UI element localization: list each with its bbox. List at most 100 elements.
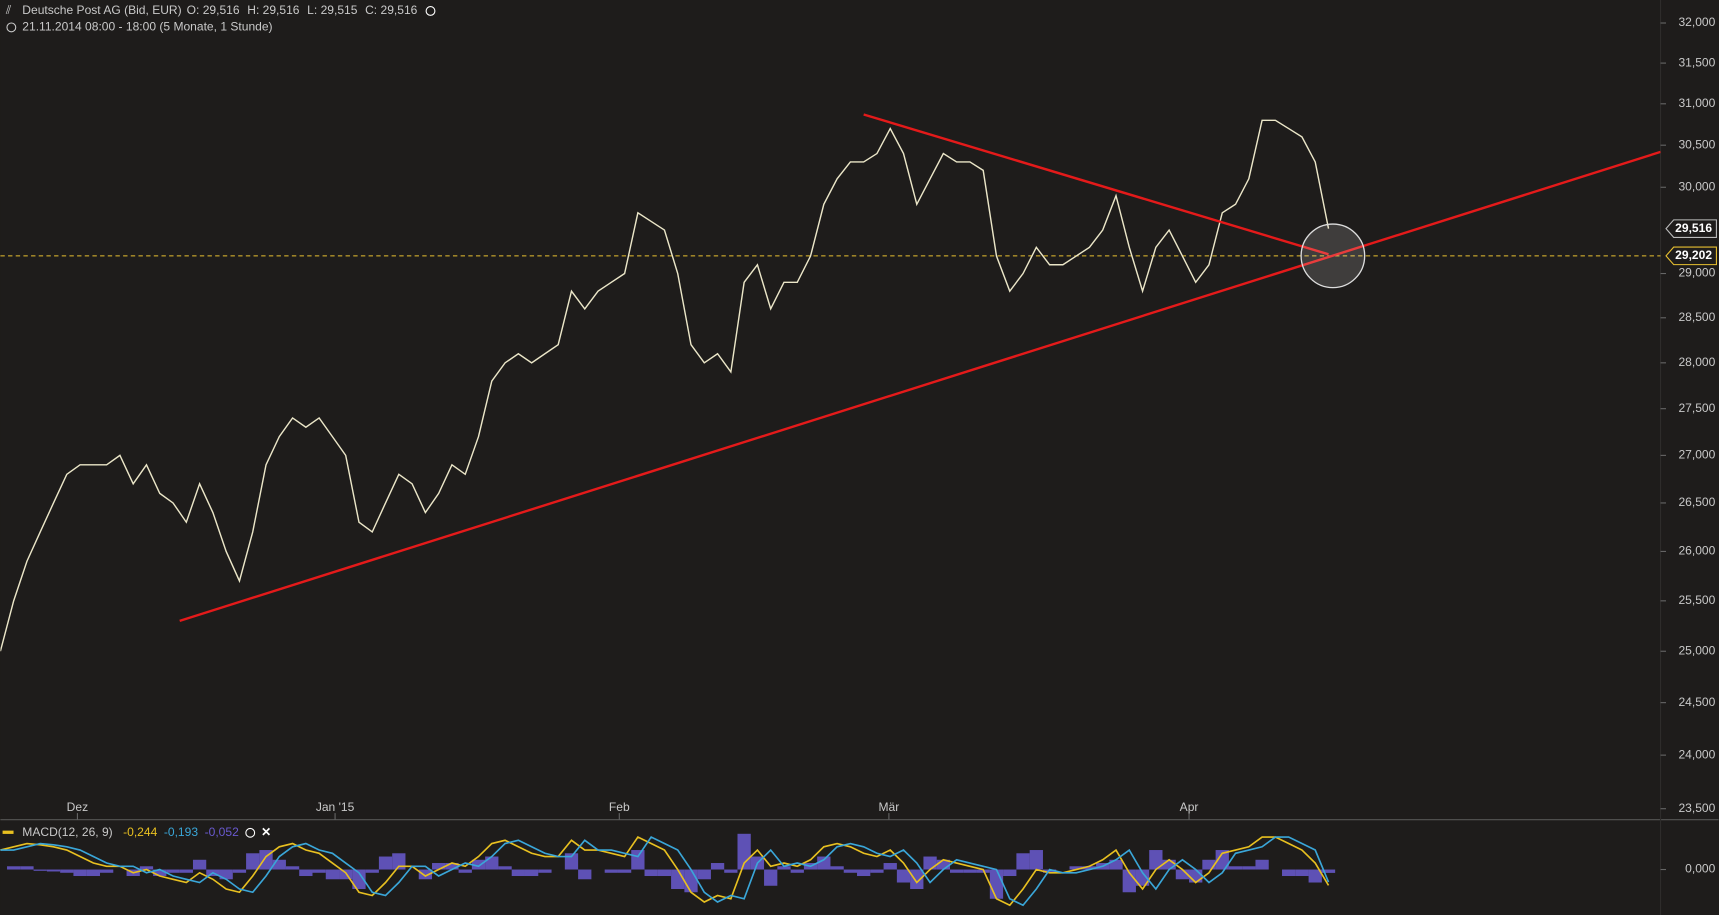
histogram-bar (538, 869, 552, 873)
x-tick-label: Dez (67, 800, 88, 814)
chart-title: Deutsche Post AG (Bid, EUR) (22, 3, 181, 17)
histogram-bar (46, 869, 61, 872)
histogram-bar (1029, 850, 1043, 870)
histogram-bar (617, 869, 632, 873)
y-tick-label: 27,500 (1678, 401, 1715, 415)
histogram-bar (684, 869, 698, 893)
histogram-bar (604, 869, 618, 873)
y-tick-label: 30,500 (1678, 137, 1715, 151)
histogram-bar (1149, 850, 1163, 870)
histogram-bar (1175, 869, 1190, 880)
histogram-bar (86, 869, 100, 877)
horizontal-line-tag: 29,202 (1675, 248, 1712, 262)
histogram-bar (378, 856, 393, 870)
y-tick-label: 28,000 (1678, 355, 1715, 369)
histogram-bar (1255, 859, 1269, 870)
histogram-bar (1242, 866, 1256, 870)
histogram-bar (1042, 869, 1057, 873)
ohlc-stat: O: 29,516 (187, 3, 240, 17)
y-tick-label: 31,000 (1678, 96, 1715, 110)
histogram-bar (1189, 869, 1203, 883)
histogram-bar (246, 853, 260, 870)
x-tick-label: Mär (879, 800, 900, 814)
y-tick-label: 30,000 (1678, 179, 1715, 193)
histogram-bar (458, 869, 472, 873)
histogram-bar (60, 869, 74, 873)
histogram-bar (1003, 869, 1017, 877)
y-tick-label: 26,000 (1678, 544, 1715, 558)
histogram-bar (471, 859, 486, 870)
histogram-bar (1295, 869, 1309, 877)
histogram-bar (285, 866, 300, 870)
histogram-bar (1282, 869, 1296, 877)
y-tick-label: 27,000 (1678, 448, 1715, 462)
clock-icon (6, 22, 17, 33)
ohlc-stat: H: 29,516 (247, 3, 300, 17)
x-tick-label: Feb (609, 800, 630, 814)
histogram-bar (272, 859, 286, 870)
close-button[interactable]: ✕ (261, 825, 271, 839)
macd-line (0, 835, 1330, 907)
histogram-bar (312, 869, 326, 873)
y-tick-label: 24,500 (1678, 695, 1715, 709)
histogram-bar (989, 869, 1004, 899)
histogram-bar (1082, 866, 1097, 870)
y-tick-label: 0,000 (1685, 862, 1715, 876)
chart-subtitle: 21.11.2014 08:00 - 18:00 (5 Monate, 1 St… (22, 20, 272, 34)
histogram-bar (365, 869, 379, 873)
histogram-bar (883, 863, 897, 870)
histogram-bar (949, 869, 964, 873)
trendline (863, 113, 1329, 256)
histogram-bar (299, 869, 313, 877)
histogram-bar (896, 869, 911, 883)
histogram-bar (153, 869, 167, 877)
histogram-bar (99, 869, 114, 873)
histogram-bar (1202, 859, 1216, 870)
histogram-bar (843, 869, 858, 873)
histogram-bar (790, 869, 804, 873)
settings-button[interactable] (245, 827, 256, 838)
histogram-bar (697, 869, 711, 880)
histogram-bar (1215, 850, 1229, 870)
histogram-bar (20, 866, 34, 870)
macd-line (0, 835, 1330, 907)
histogram-bar (830, 866, 844, 870)
macd-title: MACD(12, 26, 9) (22, 825, 112, 839)
histogram-bar (418, 869, 433, 880)
histogram-bar (963, 869, 977, 873)
histogram-bar (485, 856, 499, 870)
histogram-bar (1228, 866, 1243, 870)
histogram-bar (339, 869, 353, 880)
histogram-bar (7, 866, 21, 870)
histogram-bar (578, 869, 592, 880)
trendline (179, 150, 1661, 623)
histogram-bar (671, 869, 685, 890)
histogram-bar (857, 869, 871, 877)
histogram-bar (1308, 869, 1322, 883)
histogram-bar (817, 856, 831, 870)
histogram-bar (710, 863, 725, 870)
histogram-bar (192, 859, 207, 870)
histogram-bar (325, 869, 340, 880)
histogram-bar (1016, 853, 1030, 870)
histogram-bar (219, 869, 233, 880)
legend-value: -0,193 (164, 825, 198, 839)
y-tick-label: 32,000 (1678, 15, 1715, 29)
y-tick-label: 23,500 (1678, 801, 1715, 815)
last-price-tag: 29,516 (1675, 221, 1712, 235)
last-price-tag-box (1665, 219, 1717, 238)
histogram-bar (139, 866, 154, 870)
histogram-bar (498, 866, 512, 870)
legend-value: -0,052 (205, 825, 239, 839)
y-tick-label: 26,500 (1678, 495, 1715, 509)
y-tick-label: 25,000 (1678, 643, 1715, 657)
y-tick-label: 31,500 (1678, 55, 1715, 69)
settings-button[interactable] (425, 6, 436, 16)
ohlc-stat: C: 29,516 (365, 3, 418, 17)
histogram-bar (73, 869, 87, 877)
histogram-bar (232, 869, 247, 873)
price-line (0, 119, 1330, 652)
histogram-bar (1122, 869, 1136, 893)
